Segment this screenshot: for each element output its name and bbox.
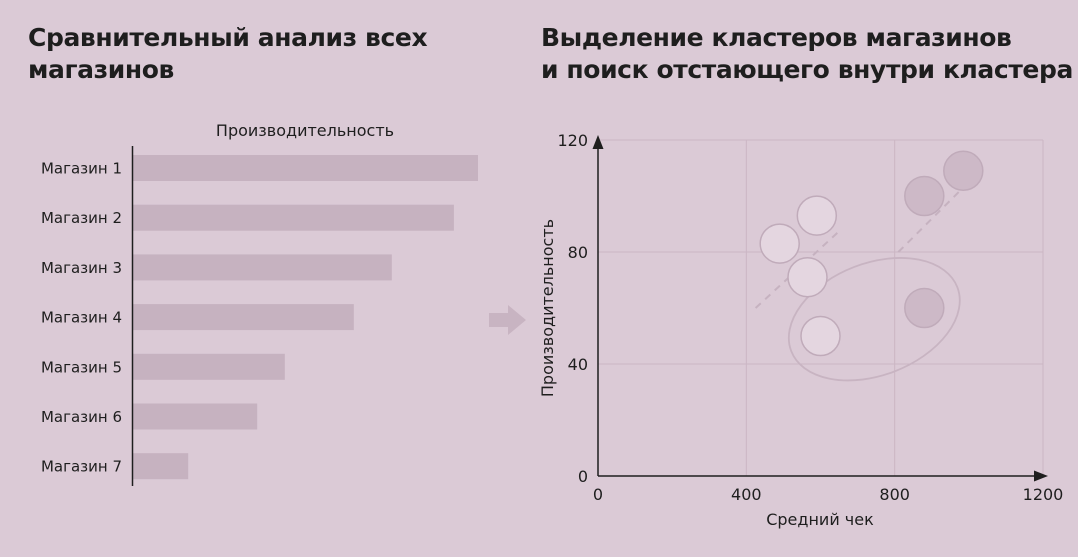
scatter-annotations — [754, 181, 970, 382]
bar-5 — [133, 353, 285, 380]
right-title-line-2: и поиск отстающего внутри кластера — [541, 55, 1073, 84]
y-tick-label: 80 — [568, 243, 588, 262]
x-tick-label: 800 — [879, 485, 910, 504]
trend-line-dashed — [897, 181, 970, 253]
x-tick-label: 0 — [593, 485, 603, 504]
y-tick-label: 40 — [568, 355, 588, 374]
cluster-ellipse — [787, 257, 961, 382]
scatter-point — [943, 150, 984, 192]
scatter-x-axis-label: Средний чек — [766, 510, 874, 529]
bar-3 — [133, 254, 392, 281]
scatter-point — [904, 287, 945, 329]
y-axis-arrowhead — [592, 135, 604, 149]
scatter-point — [904, 175, 945, 217]
scatter-tick-labels: 0 400 800 1200 0 40 80 120 — [557, 131, 1063, 504]
scatter-grid — [598, 139, 1044, 476]
bar-category-label: Магазин 5 — [41, 358, 122, 376]
bar-series: Магазин 1 Магазин 2 Магазин 3 Магазин 4 Мага… — [41, 155, 478, 480]
left-title-line-2: магазинов — [28, 55, 174, 84]
bar-7 — [133, 453, 189, 480]
scatter-point — [759, 223, 800, 264]
left-panel-title: Сравнительный анализ всех магазинов — [28, 22, 428, 86]
scatter-chart: 0 400 800 1200 0 40 80 120 Средний чек Производ… — [538, 131, 1063, 529]
scatter-point — [787, 256, 828, 298]
scatter-point — [796, 195, 838, 236]
bar-6 — [133, 403, 258, 430]
bar-category-label: Магазин 4 — [41, 309, 122, 327]
bar-chart-axis-label: Производительность — [216, 121, 394, 140]
left-title-line-1: Сравнительный анализ всех — [28, 23, 428, 52]
scatter-point — [800, 315, 841, 357]
bar-1 — [133, 155, 478, 181]
bar-2 — [133, 204, 454, 231]
right-panel-title: Выделение кластеров магазинов и поиск от… — [541, 22, 1073, 86]
scatter-y-axis-label: Производительность — [538, 219, 557, 397]
bar-category-label: Магазин 7 — [41, 458, 122, 476]
x-tick-label: 400 — [731, 485, 762, 504]
bar-category-label: Магазин 1 — [41, 160, 122, 178]
right-arrow-icon — [489, 305, 526, 335]
bar-category-label: Магазин 3 — [41, 259, 122, 277]
bar-category-label: Магазин 2 — [41, 209, 122, 227]
bar-category-label: Магазин 6 — [41, 408, 122, 426]
y-tick-label: 120 — [557, 131, 588, 150]
bar-4 — [133, 304, 354, 331]
y-tick-label: 0 — [578, 467, 588, 486]
right-title-line-1: Выделение кластеров магазинов — [541, 23, 1012, 52]
scatter-series — [759, 150, 984, 357]
scatter-axes — [592, 135, 1048, 482]
x-tick-label: 1200 — [1023, 485, 1064, 504]
x-axis-arrowhead — [1034, 470, 1048, 482]
